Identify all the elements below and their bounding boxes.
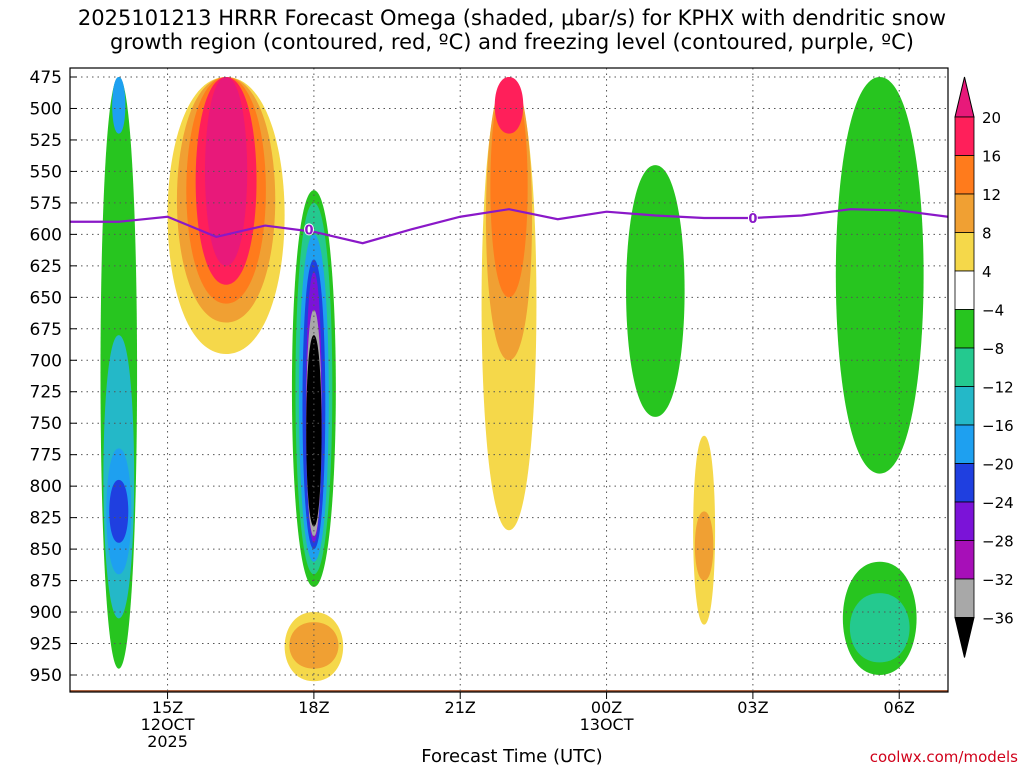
omega-field-descent-18Z-6 xyxy=(306,335,322,527)
colorbar-label: 16 xyxy=(982,148,1001,166)
colorbar-swatch xyxy=(954,386,975,426)
omega-field-ascent-22Z-3 xyxy=(494,77,524,134)
y-tick-label: 825 xyxy=(30,509,62,529)
omega-field-descent-05Z-0 xyxy=(835,77,924,474)
y-tick-label: 850 xyxy=(30,540,62,560)
colorbar-label: 4 xyxy=(982,263,992,281)
x-tick-label: 18Z xyxy=(298,698,329,717)
x-tick-label: 21Z xyxy=(445,698,476,717)
x-tick-label: 03Z xyxy=(737,698,768,717)
y-tick-label: 775 xyxy=(30,446,62,466)
colorbar-label: −12 xyxy=(982,379,1014,397)
x-tick-label: 13OCT xyxy=(580,715,634,734)
y-tick-label: 475 xyxy=(30,68,62,88)
colorbar-label: 12 xyxy=(982,186,1001,204)
colorbar-swatch xyxy=(954,463,975,503)
colorbar-swatch xyxy=(954,116,975,156)
y-tick-label: 800 xyxy=(30,477,62,497)
y-tick-label: 575 xyxy=(30,194,62,214)
colorbar-label: −4 xyxy=(982,302,1004,320)
x-tick-label: 2025 xyxy=(147,732,188,751)
colorbar-label: −16 xyxy=(982,417,1014,435)
y-tick-label: 950 xyxy=(30,666,62,686)
y-tick-label: 675 xyxy=(30,320,62,340)
omega-field-ascent-22Z-2 xyxy=(490,77,528,298)
colorbar-swatch xyxy=(954,193,975,233)
colorbar-swatch xyxy=(954,270,975,310)
colorbar-swatch xyxy=(954,540,975,580)
colorbar-swatch xyxy=(954,309,975,349)
y-tick-label: 625 xyxy=(30,257,62,277)
x-tick-label: 06Z xyxy=(884,698,915,717)
colorbar-swatch xyxy=(954,578,975,618)
y-tick-label: 900 xyxy=(30,603,62,623)
x-tick-label: 12OCT xyxy=(141,715,195,734)
colorbar-label: −32 xyxy=(982,571,1014,589)
plot-frame xyxy=(69,67,949,693)
colorbar-swatch xyxy=(954,501,975,541)
y-tick-label: 700 xyxy=(30,351,62,371)
colorbar-swatch xyxy=(954,155,975,195)
colorbar-label: 8 xyxy=(982,225,992,243)
freezing-level-label-bg xyxy=(747,212,758,225)
y-tick-label: 525 xyxy=(30,131,62,151)
colorbar-swatch xyxy=(954,232,975,272)
omega-field-weak-ascent-02Z-1 xyxy=(694,511,714,581)
colorbar-top-arrow xyxy=(954,76,975,118)
freezing-level-label: 0 xyxy=(748,212,757,227)
omega-field-descent-01Z-0 xyxy=(626,165,685,417)
freezing-level-line xyxy=(70,208,948,245)
colorbar-bottom-arrow xyxy=(954,617,975,658)
y-tick-label: 650 xyxy=(30,288,62,308)
y-tick-label: 750 xyxy=(30,414,62,434)
chart-title-line2: growth region (contoured, red, ºC) and f… xyxy=(110,30,914,54)
colorbar: 20 16 12 8 4 −4 −8 −12 −16 −20 −24 −28 −32 −36 xyxy=(954,76,1014,658)
colorbar-label: −36 xyxy=(982,610,1014,628)
colorbar-swatch xyxy=(954,424,975,464)
freezing-level-label: 0 xyxy=(304,223,313,238)
freezing-level-label-bg xyxy=(304,223,315,236)
colorbar-label: −28 xyxy=(982,533,1014,551)
colorbar-swatch xyxy=(954,347,975,387)
omega-field-ascent-16Z-4 xyxy=(205,77,248,266)
chart-title: 2025101213 HRRR Forecast Omega (shaded, … xyxy=(0,6,1024,54)
colorbar-label: −24 xyxy=(982,494,1014,512)
y-tick-label: 875 xyxy=(30,572,62,592)
chart-title-line1: 2025101213 HRRR Forecast Omega (shaded, … xyxy=(77,6,947,30)
y-tick-label: 600 xyxy=(30,225,62,245)
omega-field-column-13.5Z-3 xyxy=(109,479,129,543)
x-tick-label: 00Z xyxy=(591,698,622,717)
colorbar-label: 20 xyxy=(982,109,1001,127)
y-tick-label: 500 xyxy=(30,99,62,119)
omega-field-descent-05Z-2 xyxy=(849,593,910,663)
x-axis-label: Forecast Time (UTC) xyxy=(421,746,603,767)
y-tick-label: 725 xyxy=(30,383,62,403)
x-tick-label: 15Z xyxy=(152,698,183,717)
y-tick-label: 925 xyxy=(30,635,62,655)
ground-surface xyxy=(70,690,948,692)
omega-field-column-13.5Z-4 xyxy=(112,77,126,134)
colorbar-label: −20 xyxy=(982,456,1014,474)
credit-link[interactable]: coolwx.com/models xyxy=(869,748,1018,766)
y-tick-label: 550 xyxy=(30,162,62,182)
colorbar-label: −8 xyxy=(982,340,1004,358)
omega-field-low-level-18Z-1 xyxy=(289,622,339,669)
